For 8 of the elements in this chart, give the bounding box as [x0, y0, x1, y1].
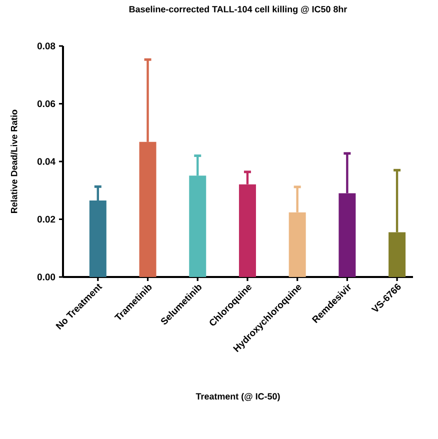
- y-axis-title: Relative Dead/Live Ratio: [10, 110, 18, 213]
- y-tick-label: 0.00: [37, 274, 56, 280]
- y-tick-label: 0.08: [37, 42, 56, 50]
- y-tick-label: 0.04: [37, 158, 56, 165]
- chart-title: Baseline-corrected TALL-104 cell killing @ IC50 8hr: [129, 6, 348, 14]
- y-tick-label: 0.02: [37, 216, 56, 223]
- x-axis-title: Treatment (@ IC-50): [196, 392, 280, 402]
- y-tick-label: 0.06: [37, 100, 56, 108]
